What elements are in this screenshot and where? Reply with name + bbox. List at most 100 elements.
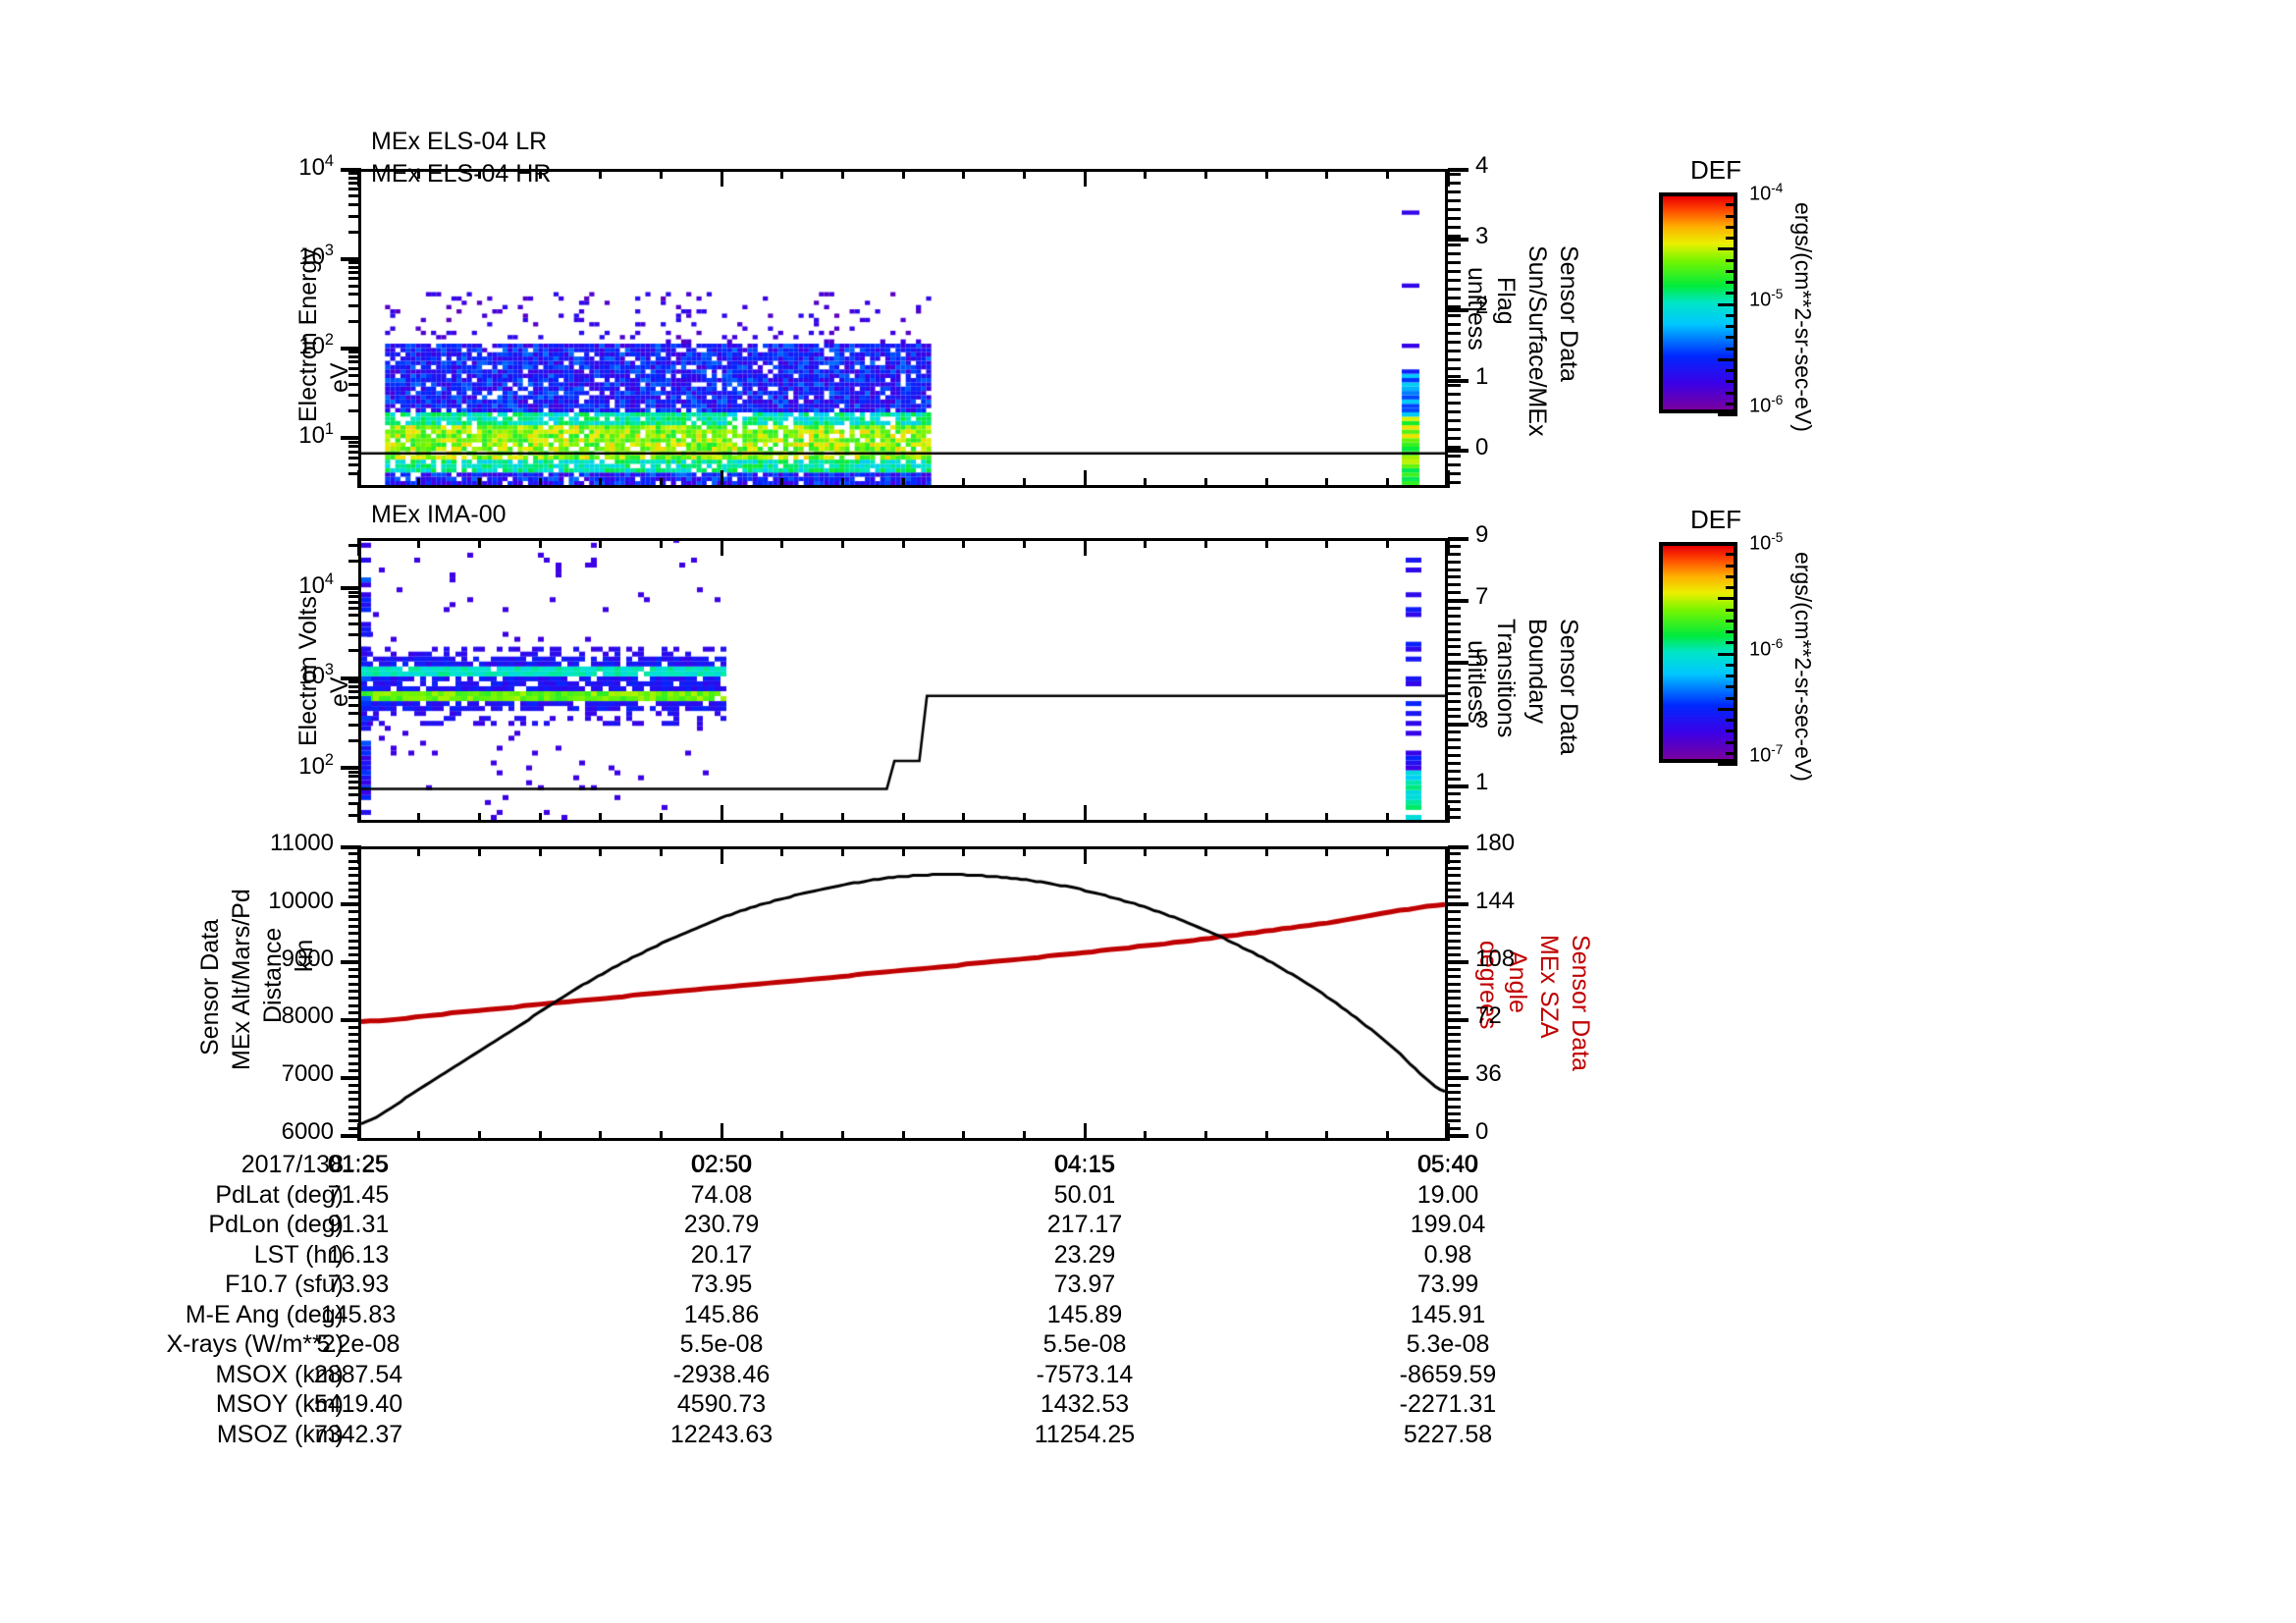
axis-tick [538, 169, 542, 179]
axis-tick [1022, 1131, 1026, 1141]
axis-tick [1446, 1123, 1450, 1141]
axis-tick [1448, 235, 1461, 239]
axis-tick [348, 622, 361, 625]
axis-tick [348, 595, 361, 599]
axis-tick [901, 478, 905, 488]
axis-tick [1726, 258, 1737, 262]
table-cell: 74.08 [690, 1180, 753, 1209]
axis-tick [1726, 574, 1737, 578]
axis-tick [1448, 1090, 1461, 1094]
axis-tick [1718, 413, 1737, 416]
panel-ima-title: MEx IMA-00 [371, 501, 507, 528]
axis-tick [341, 676, 361, 680]
axis-tick [1448, 190, 1461, 194]
axis-tick [1448, 614, 1461, 618]
axis-tick [1448, 707, 1461, 711]
axis-tick [341, 256, 361, 261]
axis-tick [348, 975, 361, 979]
axis-tick [1144, 169, 1148, 179]
axis-tick [1385, 813, 1389, 823]
axis-tick [1726, 719, 1737, 722]
axis-tick [348, 176, 361, 180]
axis-tick [348, 785, 361, 789]
axis-tick [348, 1083, 361, 1087]
axis-tick [348, 1055, 361, 1058]
axis-tick [1083, 846, 1087, 864]
axis-tick [1083, 169, 1087, 187]
axis-tick [1448, 1011, 1461, 1015]
axis-tick [348, 1126, 361, 1130]
axis-tick [1448, 583, 1461, 587]
axis-tick [348, 1134, 361, 1137]
axis-tick [1448, 243, 1461, 247]
axis-tick [538, 1131, 542, 1141]
axis-tick [1448, 226, 1461, 230]
axis-tick [1448, 208, 1461, 212]
axis-tick [348, 408, 361, 412]
axis-tick [1446, 169, 1450, 187]
axis-tick [1448, 428, 1461, 432]
table-cell: 5.5e-08 [1042, 1330, 1127, 1358]
ima-right-tick-5: 5 [1475, 645, 1489, 673]
axis-tick [348, 802, 361, 806]
axis-tick [599, 846, 603, 856]
axis-tick [1448, 910, 1461, 914]
axis-tick [1022, 846, 1026, 856]
axis-tick [1448, 340, 1461, 344]
axis-tick [1448, 769, 1461, 773]
altitude-sza-canvas [361, 849, 1445, 1138]
axis-tick [1448, 859, 1461, 863]
axis-tick [1448, 481, 1461, 484]
axis-tick [417, 813, 421, 823]
axis-tick [659, 169, 663, 179]
axis-tick [962, 813, 966, 823]
table-row-label: MSOY (km) [215, 1390, 344, 1418]
table-cell: 71.45 [327, 1180, 390, 1209]
axis-tick [1448, 895, 1461, 899]
axis-tick [1448, 446, 1461, 450]
axis-tick [1718, 597, 1737, 601]
table-cell: 7342.37 [313, 1420, 403, 1448]
axis-tick [1726, 641, 1737, 645]
axis-tick [348, 559, 361, 563]
axis-tick [477, 846, 481, 856]
axis-tick [477, 478, 481, 488]
axis-tick [1448, 939, 1461, 943]
axis-tick [348, 613, 361, 617]
axis-tick [1448, 287, 1461, 291]
axis-tick [417, 1131, 421, 1141]
els-ytick-1: 101 [298, 420, 334, 450]
axis-tick [720, 1123, 723, 1141]
axis-tick [1726, 313, 1737, 317]
axis-tick [1718, 542, 1737, 545]
axis-tick [1448, 715, 1461, 719]
sza-right-tick-36: 36 [1475, 1060, 1502, 1088]
ima-right-tick-3: 3 [1475, 707, 1489, 734]
axis-tick [659, 846, 663, 856]
table-cell: 5.2e-08 [316, 1330, 400, 1358]
panel-ima-right-label-l2: Boundary [1523, 619, 1551, 725]
axis-tick [1448, 1025, 1461, 1029]
axis-tick [1448, 1111, 1461, 1115]
axis-tick [417, 169, 421, 179]
axis-tick [348, 373, 361, 377]
axis-tick [1448, 217, 1461, 221]
axis-tick [780, 538, 784, 548]
axis-tick [1726, 402, 1737, 406]
axis-tick [1448, 182, 1461, 186]
axis-tick [1448, 1018, 1461, 1022]
axis-tick [1448, 322, 1461, 326]
table-row-label: M-E Ang (deg) [185, 1300, 344, 1328]
ima-right-tick-7: 7 [1475, 583, 1489, 611]
axis-tick [1448, 874, 1461, 878]
colorbar-2-bot-tick: 10-7 [1749, 742, 1784, 767]
axis-tick [1448, 990, 1461, 993]
axis-tick [348, 1068, 361, 1072]
axis-tick [348, 1111, 361, 1115]
axis-tick [1448, 845, 1461, 848]
ima-spectrogram-canvas [361, 541, 1445, 820]
axis-tick [348, 194, 361, 198]
els-right-tick-1: 1 [1475, 363, 1489, 391]
axis-tick [1448, 902, 1461, 906]
axis-tick [1448, 591, 1461, 595]
